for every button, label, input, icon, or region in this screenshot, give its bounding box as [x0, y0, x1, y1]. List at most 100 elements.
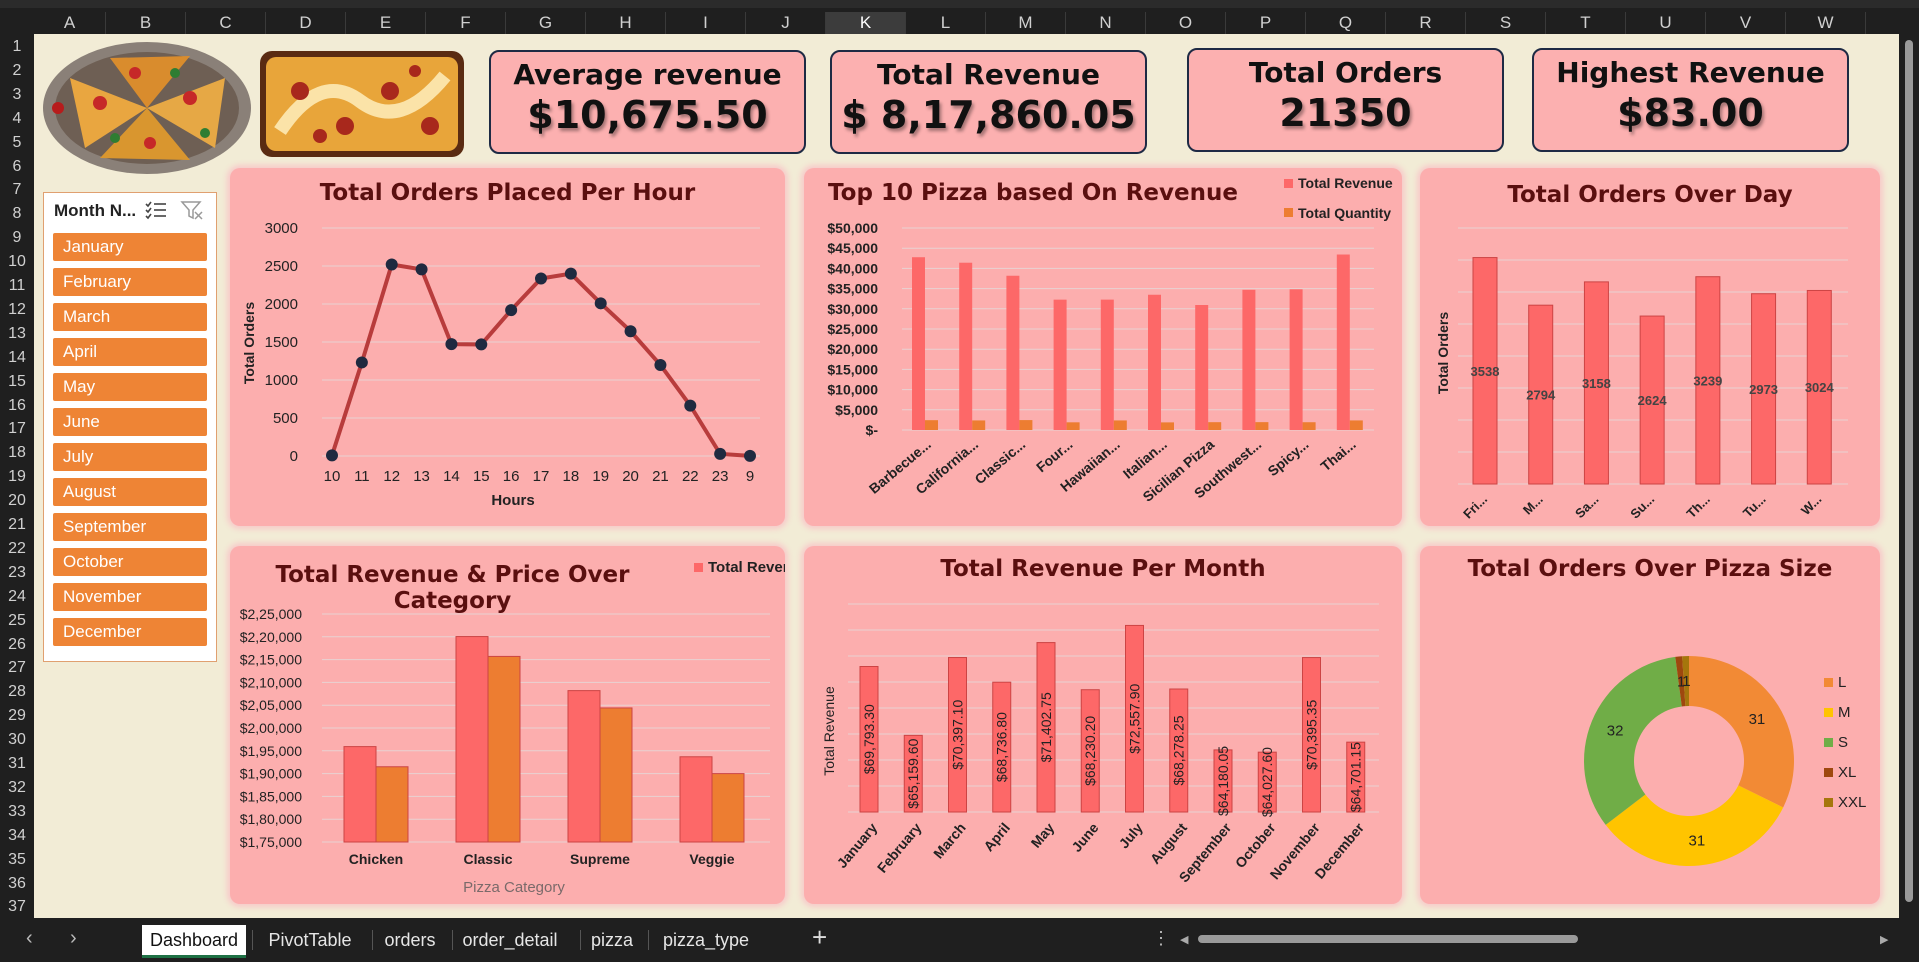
row-header-22[interactable]: 22 [8, 539, 26, 557]
column-header-H[interactable]: H [586, 12, 666, 34]
cheese-pull-pizza-image[interactable] [260, 51, 464, 157]
column-header-W[interactable]: W [1786, 12, 1866, 34]
slicer-item-january[interactable]: January [53, 233, 207, 261]
more-options-icon[interactable]: ⋮ [1152, 928, 1170, 948]
column-header-I[interactable]: I [666, 12, 746, 34]
tab-orders[interactable]: orders [384, 930, 436, 950]
row-header-23[interactable]: 23 [8, 563, 26, 581]
row-header-18[interactable]: 18 [8, 444, 26, 462]
chart-orders-per-hour[interactable]: Total Orders Placed Per Hour 3000 2500 200… [230, 168, 785, 526]
column-header-P[interactable]: P [1226, 12, 1306, 34]
row-header-32[interactable]: 32 [8, 778, 26, 796]
row-header-28[interactable]: 28 [8, 683, 26, 701]
row-header-2[interactable]: 2 [12, 61, 22, 79]
slicer-item-june[interactable]: June [53, 408, 207, 436]
column-header-N[interactable]: N [1066, 12, 1146, 34]
row-header-12[interactable]: 12 [8, 300, 26, 318]
column-header-C[interactable]: C [186, 12, 266, 34]
slicer-item-november[interactable]: November [53, 583, 207, 611]
row-header-33[interactable]: 33 [8, 802, 26, 820]
multi-select-icon[interactable] [144, 199, 168, 221]
row-header-21[interactable]: 21 [8, 516, 26, 533]
tab-order-detail[interactable]: order_detail [462, 930, 558, 950]
row-header-25[interactable]: 25 [8, 611, 26, 629]
row-header-29[interactable]: 29 [8, 707, 26, 725]
chart-orders-pizza-size[interactable]: Total Orders Over Pizza Size 31 31 32 1 1 L M S… [1420, 546, 1880, 904]
row-header-13[interactable]: 13 [8, 324, 26, 342]
vertical-scroll-thumb[interactable] [1905, 40, 1913, 902]
row-header-6[interactable]: 6 [12, 157, 22, 175]
chart-revenue-price-category[interactable]: Total Revenue & Price Over Category $2,2… [230, 546, 785, 904]
column-header-D[interactable]: D [266, 12, 346, 34]
kpi-average-revenue[interactable]: Average revenue $10,675.50 [489, 50, 806, 154]
tab-dashboard[interactable]: Dashboard [142, 925, 246, 958]
column-header-Q[interactable]: Q [1306, 12, 1386, 34]
row-header-8[interactable]: 8 [12, 205, 22, 223]
tab-pizza-type[interactable]: pizza_type [662, 930, 750, 950]
kpi-highest-revenue[interactable]: Highest Revenue $83.00 [1532, 48, 1849, 152]
scroll-left-icon[interactable]: ◀ [1180, 934, 1189, 946]
slicer-item-may[interactable]: May [53, 373, 207, 401]
row-header-19[interactable]: 19 [8, 468, 26, 486]
row-header-26[interactable]: 26 [8, 635, 26, 653]
row-header-36[interactable]: 36 [8, 874, 26, 892]
column-header-V[interactable]: V [1706, 12, 1786, 34]
clear-filter-icon[interactable] [180, 199, 204, 221]
chart-top10-pizza[interactable]: Top 10 Pizza based On Revenue $50,000 $45… [804, 168, 1402, 526]
tab-pizza[interactable]: pizza [590, 930, 634, 950]
pizza-slices-image[interactable] [40, 38, 255, 176]
tab-pivottable[interactable]: PivotTable [268, 930, 352, 950]
row-header-30[interactable]: 30 [8, 731, 26, 749]
column-header-S[interactable]: S [1466, 12, 1546, 34]
horizontal-scroll-thumb[interactable] [1198, 935, 1578, 943]
slicer-item-march[interactable]: March [53, 303, 207, 331]
row-header-35[interactable]: 35 [8, 850, 26, 868]
row-header-15[interactable]: 15 [8, 372, 26, 390]
row-header-4[interactable]: 4 [12, 109, 22, 127]
column-header-B[interactable]: B [106, 12, 186, 34]
column-header-G[interactable]: G [506, 12, 586, 34]
row-header-5[interactable]: 5 [12, 133, 22, 151]
row-header-9[interactable]: 9 [12, 229, 22, 247]
slicer-item-october[interactable]: October [53, 548, 207, 576]
row-header-20[interactable]: 20 [8, 492, 26, 510]
chart-orders-over-day[interactable]: Total Orders Over Day 3538 2794 3158 2624 32… [1420, 168, 1880, 526]
next-sheet-icon[interactable]: › [70, 927, 77, 949]
vertical-scrollbar[interactable] [1899, 34, 1919, 918]
slicer-item-february[interactable]: February [53, 268, 207, 296]
row-header-14[interactable]: 14 [8, 348, 26, 366]
slicer-item-september[interactable]: September [53, 513, 207, 541]
column-header-K[interactable]: K [826, 12, 906, 36]
row-header-3[interactable]: 3 [12, 85, 22, 103]
row-header-11[interactable]: 11 [8, 277, 26, 294]
row-header-27[interactable]: 27 [8, 659, 26, 677]
row-header-16[interactable]: 16 [8, 396, 26, 414]
kpi-total-revenue[interactable]: Total Revenue $ 8,17,860.05 [830, 50, 1147, 154]
slicer-item-july[interactable]: July [53, 443, 207, 471]
prev-sheet-icon[interactable]: ‹ [26, 927, 33, 949]
kpi-total-orders[interactable]: Total Orders 21350 [1187, 48, 1504, 152]
month-slicer[interactable]: Month N... January February March April May J… [43, 192, 217, 662]
row-header-10[interactable]: 10 [8, 253, 26, 271]
chart-revenue-per-month[interactable]: Total Revenue Per Month $69,793.30 $65,15… [804, 546, 1402, 904]
column-header-L[interactable]: L [906, 12, 986, 34]
slicer-item-august[interactable]: August [53, 478, 207, 506]
row-header-17[interactable]: 17 [8, 420, 26, 438]
column-header-T[interactable]: T [1546, 12, 1626, 34]
column-header-E[interactable]: E [346, 12, 426, 34]
slicer-item-december[interactable]: December [53, 618, 207, 646]
row-header-31[interactable]: 31 [8, 755, 26, 772]
column-header-O[interactable]: O [1146, 12, 1226, 34]
row-header-24[interactable]: 24 [8, 587, 26, 605]
add-sheet-icon[interactable]: + [812, 922, 828, 952]
column-header-M[interactable]: M [986, 12, 1066, 34]
slicer-item-april[interactable]: April [53, 338, 207, 366]
column-header-A[interactable]: A [34, 12, 106, 34]
column-header-R[interactable]: R [1386, 12, 1466, 34]
horizontal-scrollbar[interactable]: ◀ ▶ [1180, 932, 1890, 946]
column-header-J[interactable]: J [746, 12, 826, 34]
scroll-right-icon[interactable]: ▶ [1880, 934, 1889, 946]
row-header-34[interactable]: 34 [8, 826, 26, 844]
row-header-37[interactable]: 37 [8, 898, 26, 916]
column-header-F[interactable]: F [426, 12, 506, 34]
